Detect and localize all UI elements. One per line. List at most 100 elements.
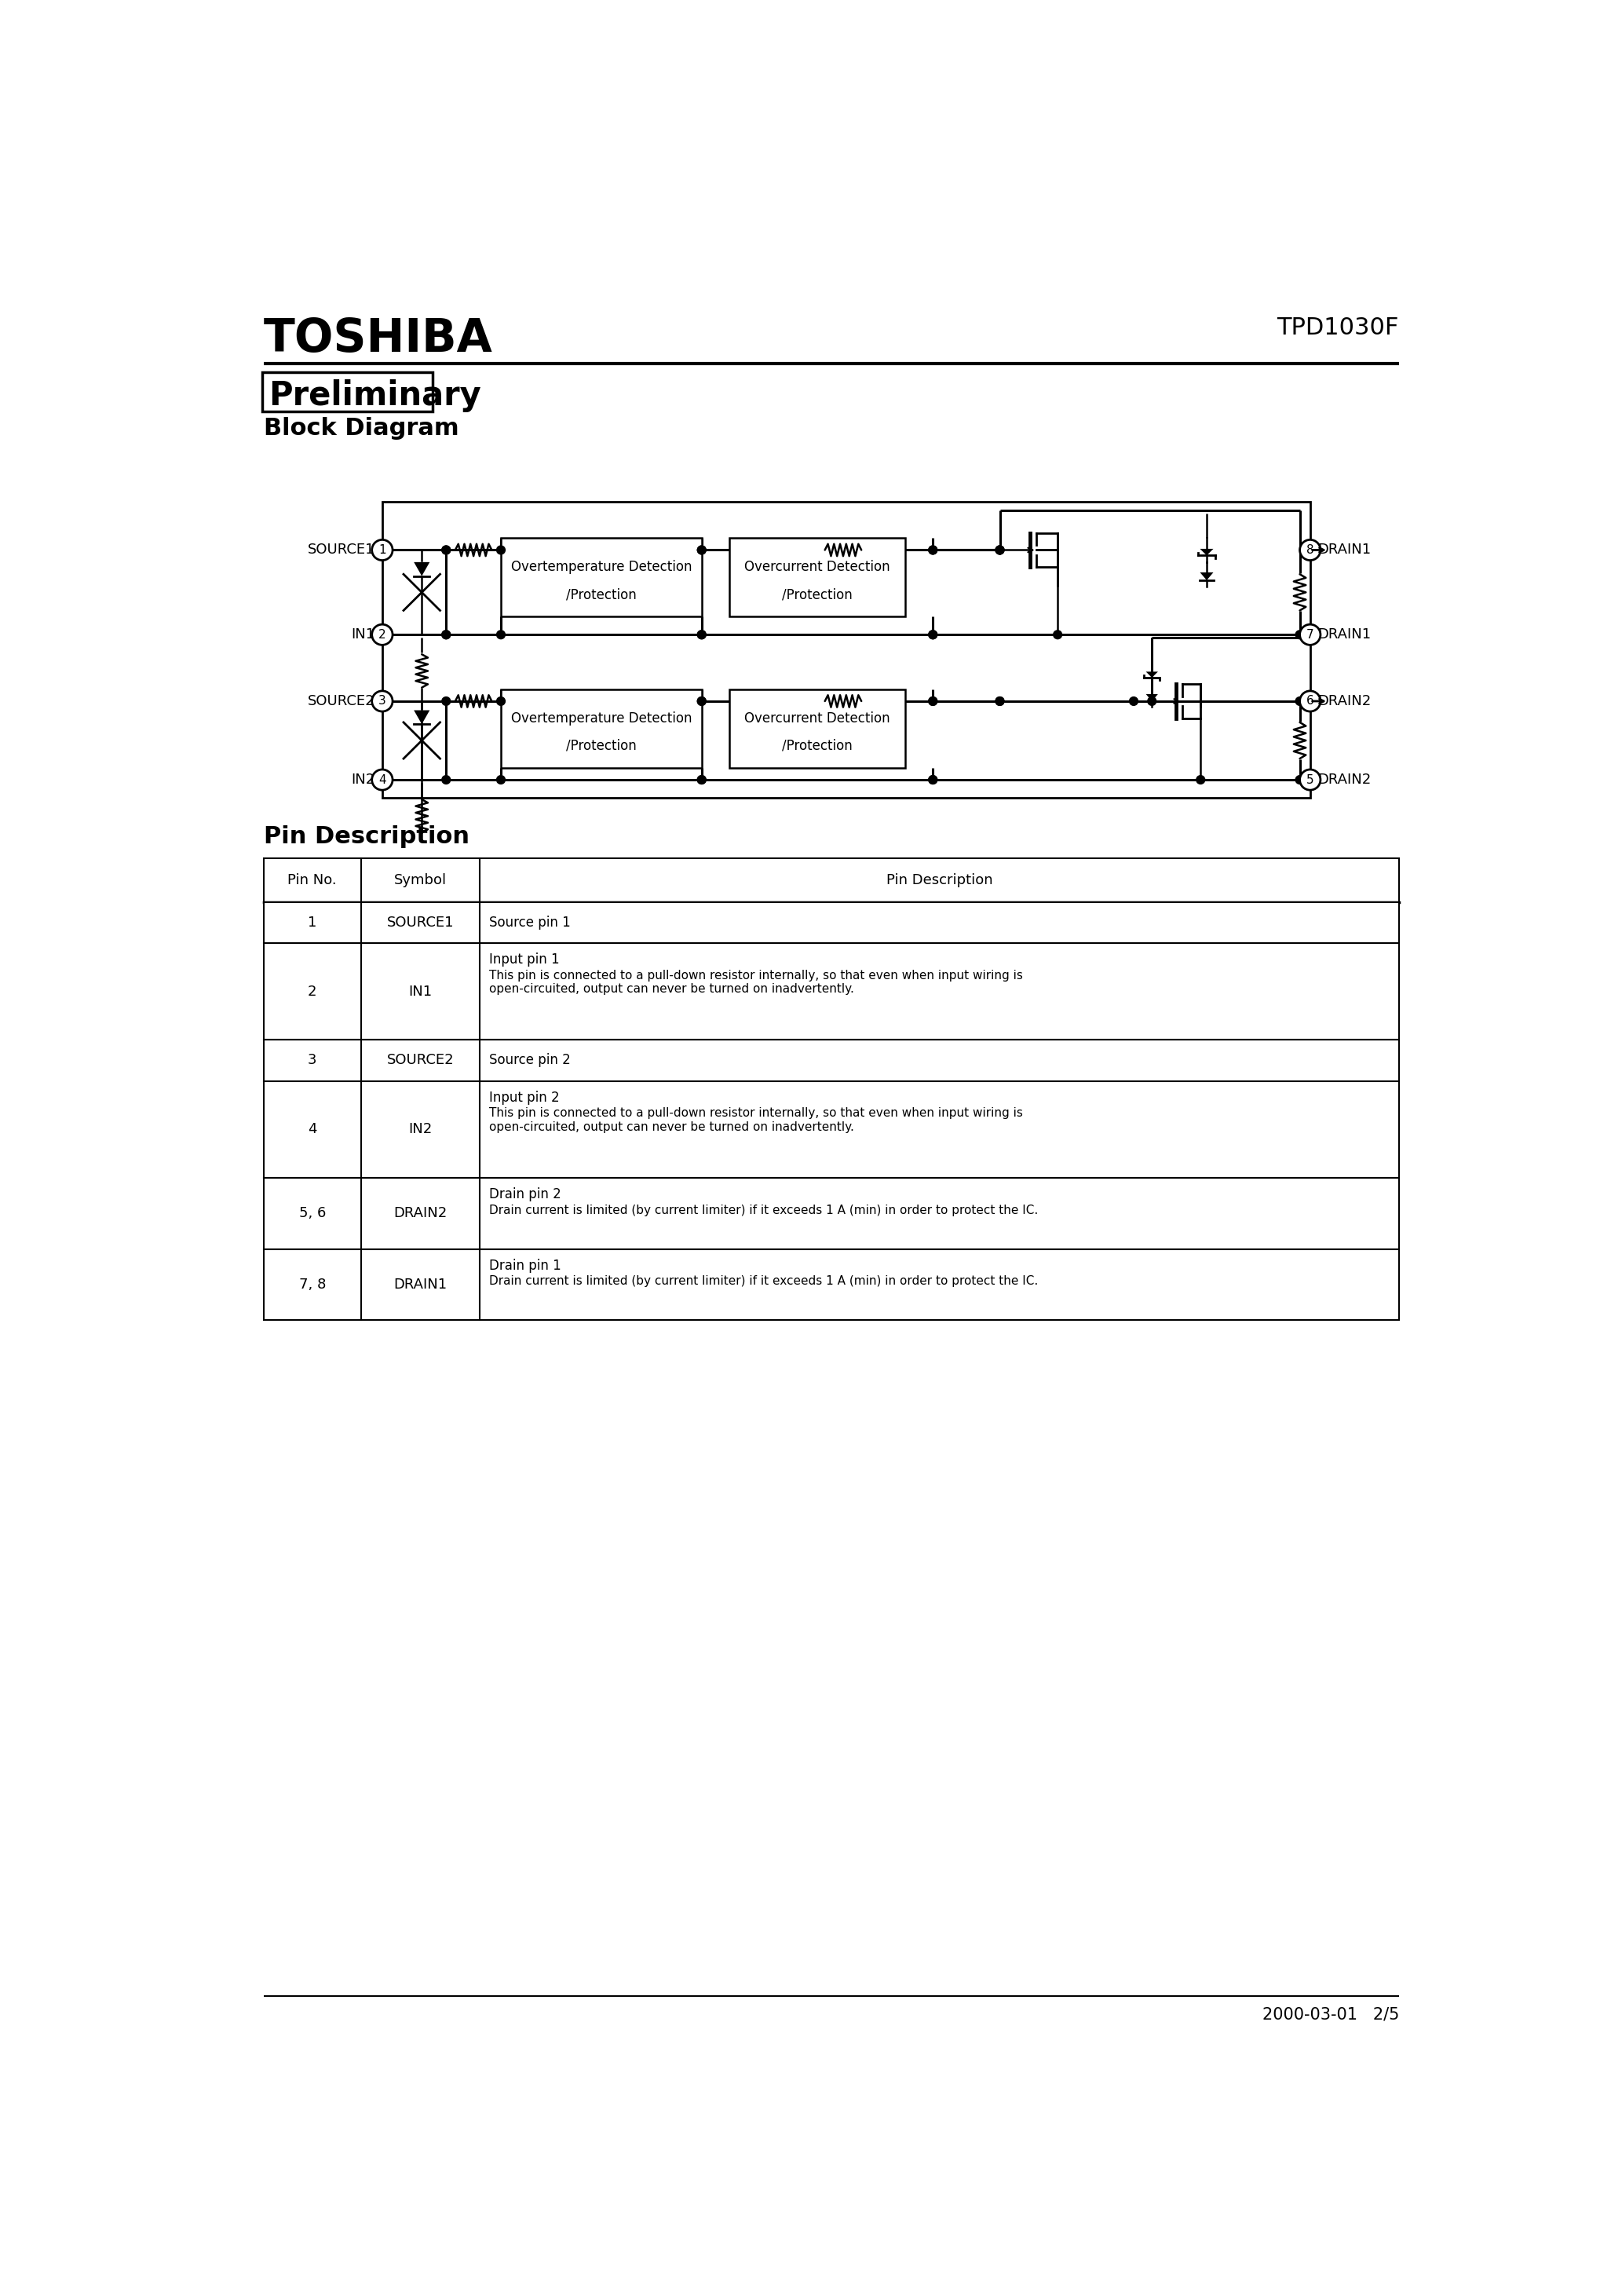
Circle shape — [371, 769, 393, 790]
Text: SOURCE2: SOURCE2 — [386, 1054, 454, 1068]
Text: 7, 8: 7, 8 — [298, 1277, 326, 1293]
Circle shape — [996, 546, 1004, 553]
Text: DRAIN2: DRAIN2 — [394, 1205, 448, 1221]
Bar — [264, 944, 1398, 1040]
Circle shape — [371, 625, 393, 645]
Circle shape — [441, 631, 451, 638]
Polygon shape — [1145, 673, 1158, 677]
Text: Source pin 2: Source pin 2 — [490, 1054, 571, 1068]
Text: 1: 1 — [378, 544, 386, 556]
Text: /Protection: /Protection — [782, 739, 853, 753]
Circle shape — [929, 698, 938, 705]
Text: IN1: IN1 — [352, 627, 375, 643]
Circle shape — [1148, 698, 1156, 705]
Text: Input pin 1: Input pin 1 — [490, 953, 560, 967]
Bar — [263, 372, 433, 411]
Text: /Protection: /Protection — [566, 739, 636, 753]
Circle shape — [697, 698, 706, 705]
Circle shape — [1053, 631, 1062, 638]
Circle shape — [371, 691, 393, 712]
Text: 1: 1 — [308, 916, 316, 930]
Text: Source pin 1: Source pin 1 — [490, 916, 571, 930]
Text: Overtemperature Detection: Overtemperature Detection — [511, 712, 691, 726]
Text: /Protection: /Protection — [566, 588, 636, 602]
Bar — [728, 537, 905, 618]
Circle shape — [1299, 540, 1320, 560]
Text: Preliminary: Preliminary — [269, 379, 482, 411]
Polygon shape — [1200, 572, 1213, 581]
Polygon shape — [414, 709, 430, 723]
Text: This pin is connected to a pull-down resistor internally, so that even when inpu: This pin is connected to a pull-down res… — [490, 1107, 1023, 1132]
Polygon shape — [414, 563, 430, 576]
Circle shape — [996, 698, 1004, 705]
Circle shape — [929, 776, 938, 783]
Text: DRAIN2: DRAIN2 — [1317, 774, 1371, 788]
Bar — [264, 859, 1398, 902]
Text: 3: 3 — [378, 696, 386, 707]
Text: 5: 5 — [1306, 774, 1314, 785]
Text: /Protection: /Protection — [782, 588, 853, 602]
Text: 2: 2 — [378, 629, 386, 641]
Circle shape — [697, 776, 706, 783]
Text: TOSHIBA: TOSHIBA — [264, 317, 493, 360]
Text: DRAIN1: DRAIN1 — [394, 1277, 448, 1293]
Text: TPD1030F: TPD1030F — [1277, 317, 1398, 340]
Circle shape — [441, 546, 451, 553]
Circle shape — [929, 631, 938, 638]
Circle shape — [929, 698, 938, 705]
Circle shape — [1129, 698, 1139, 705]
Text: Pin Description: Pin Description — [886, 872, 993, 886]
Circle shape — [496, 698, 504, 705]
Text: 4: 4 — [378, 774, 386, 785]
Circle shape — [1296, 631, 1304, 638]
Text: 4: 4 — [308, 1123, 316, 1137]
Text: SOURCE1: SOURCE1 — [308, 542, 375, 558]
Circle shape — [1296, 698, 1304, 705]
Circle shape — [697, 631, 706, 638]
Bar — [264, 1040, 1398, 1081]
Circle shape — [929, 546, 938, 553]
Text: IN2: IN2 — [409, 1123, 431, 1137]
Text: Overtemperature Detection: Overtemperature Detection — [511, 560, 691, 574]
Text: Overcurrent Detection: Overcurrent Detection — [744, 560, 890, 574]
Text: DRAIN2: DRAIN2 — [1317, 693, 1371, 707]
Bar — [264, 1081, 1398, 1178]
Circle shape — [697, 698, 706, 705]
Circle shape — [441, 546, 451, 553]
Text: Symbol: Symbol — [394, 872, 446, 886]
Polygon shape — [1145, 693, 1158, 700]
Text: Drain current is limited (by current limiter) if it exceeds 1 A (min) in order t: Drain current is limited (by current lim… — [490, 1277, 1038, 1288]
Text: Pin Description: Pin Description — [264, 824, 469, 847]
Text: Drain current is limited (by current limiter) if it exceeds 1 A (min) in order t: Drain current is limited (by current lim… — [490, 1203, 1038, 1217]
Bar — [501, 537, 702, 618]
Circle shape — [496, 631, 504, 638]
Circle shape — [996, 546, 1004, 553]
Text: This pin is connected to a pull-down resistor internally, so that even when inpu: This pin is connected to a pull-down res… — [490, 969, 1023, 994]
Circle shape — [996, 546, 1004, 553]
Text: SOURCE1: SOURCE1 — [386, 916, 454, 930]
Text: IN1: IN1 — [409, 985, 431, 999]
Text: 2000-03-01   2/5: 2000-03-01 2/5 — [1262, 2007, 1398, 2023]
Circle shape — [441, 776, 451, 783]
Circle shape — [697, 631, 706, 638]
Text: 7: 7 — [1306, 629, 1314, 641]
Circle shape — [929, 546, 938, 553]
Text: 3: 3 — [308, 1054, 316, 1068]
Bar — [728, 689, 905, 767]
Bar — [501, 689, 702, 767]
Circle shape — [441, 698, 451, 705]
Text: IN2: IN2 — [352, 774, 375, 788]
Circle shape — [371, 540, 393, 560]
Circle shape — [697, 776, 706, 783]
Circle shape — [1299, 769, 1320, 790]
Circle shape — [1299, 691, 1320, 712]
Text: 6: 6 — [1306, 696, 1314, 707]
Text: Input pin 2: Input pin 2 — [490, 1091, 560, 1104]
Circle shape — [496, 776, 504, 783]
Polygon shape — [1200, 549, 1213, 556]
Text: Drain pin 2: Drain pin 2 — [490, 1187, 561, 1201]
Text: 8: 8 — [1306, 544, 1314, 556]
Circle shape — [697, 546, 706, 553]
Bar — [383, 501, 1311, 799]
Text: Overcurrent Detection: Overcurrent Detection — [744, 712, 890, 726]
